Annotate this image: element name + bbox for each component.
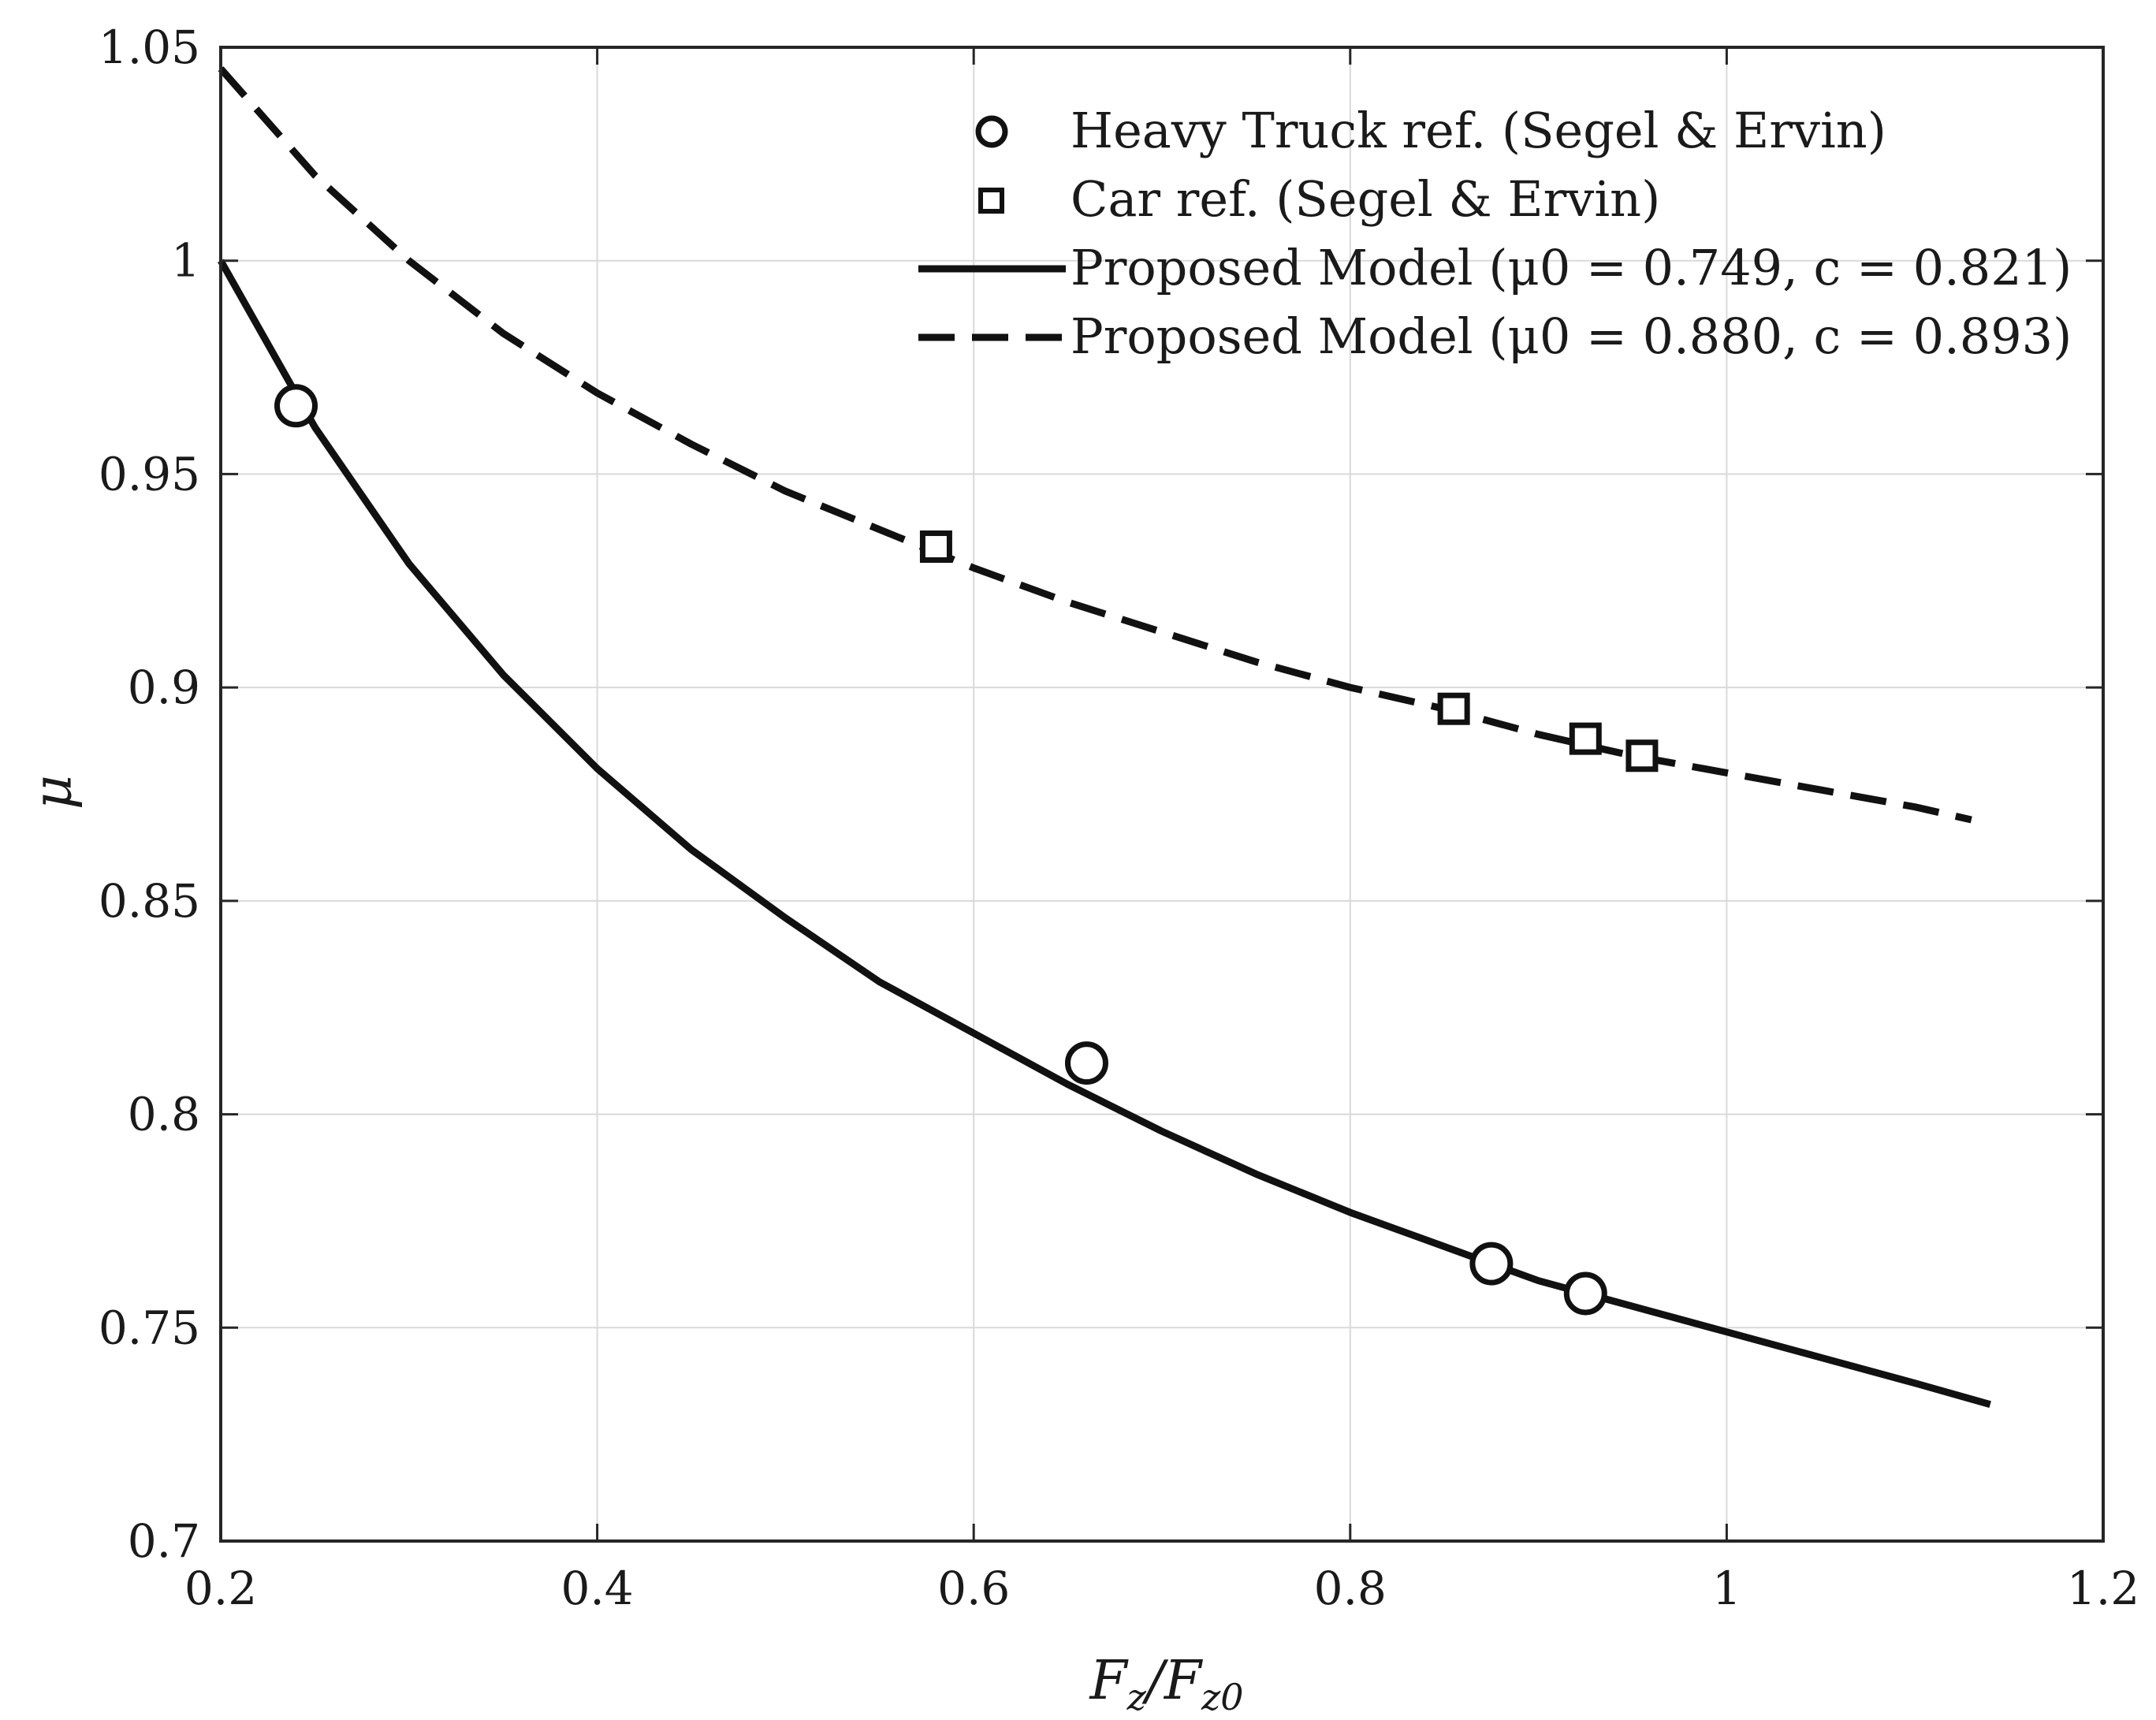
legend-item-heavy-truck: Heavy Truck ref. (Segel & Ervin) xyxy=(975,102,1886,159)
legend-item-model-solid: Proposed Model (μ0 = 0.749, c = 0.821) xyxy=(918,239,2072,296)
truck-data-point xyxy=(274,384,318,428)
y-tick-label: 0.95 xyxy=(99,447,200,501)
model-curve-dashed xyxy=(218,66,1972,824)
y-axis-label: μ xyxy=(22,775,84,810)
model-curve-solid xyxy=(218,259,1991,1409)
y-tick-label: 0.9 xyxy=(128,661,200,714)
legend: Heavy Truck ref. (Segel & Ervin) Car ref… xyxy=(918,102,2072,365)
truck-data-point xyxy=(1064,1041,1108,1085)
x-axis-label: Fz/Fz0 xyxy=(1088,1650,1243,1718)
x-tick-label: 0.8 xyxy=(1314,1562,1387,1615)
y-tick-label: 0.85 xyxy=(99,874,200,928)
truck-data-point xyxy=(1563,1271,1607,1316)
y-tick-label: 1 xyxy=(171,234,200,288)
plot-area xyxy=(218,66,1991,1409)
legend-item-model-dashed: Proposed Model (μ0 = 0.880, c = 0.893) xyxy=(918,307,2072,365)
plot-frame xyxy=(219,46,2105,1543)
legend-label: Proposed Model (μ0 = 0.749, c = 0.821) xyxy=(1071,239,2072,296)
x-tick-label: 1 xyxy=(1712,1562,1741,1615)
legend-label: Car ref. (Segel & Ervin) xyxy=(1071,170,1660,228)
legend-circle-marker xyxy=(975,115,1008,148)
x-tick-label: 0.6 xyxy=(937,1562,1010,1615)
car-data-point xyxy=(1569,722,1602,755)
car-data-point xyxy=(1437,692,1470,725)
y-tick-label: 0.8 xyxy=(128,1088,200,1141)
x-tick-label: 1.2 xyxy=(2067,1562,2139,1615)
car-data-point xyxy=(1625,739,1659,773)
legend-label: Heavy Truck ref. (Segel & Ervin) xyxy=(1071,102,1886,159)
y-tick-label: 1.05 xyxy=(99,20,200,74)
car-data-point xyxy=(919,530,952,563)
x-tick-label: 0.4 xyxy=(560,1562,633,1615)
legend-item-car: Car ref. (Segel & Ervin) xyxy=(978,170,1660,228)
truck-data-point xyxy=(1469,1242,1514,1286)
y-tick-label: 0.7 xyxy=(128,1514,200,1568)
x-tick-label: 0.2 xyxy=(184,1562,257,1615)
y-tick-label: 0.75 xyxy=(99,1301,200,1354)
legend-square-marker xyxy=(978,188,1004,214)
axis-ticks: 0.2 0.4 0.6 0.8 1 1.2 0.7 0.75 0.8 0.85 0.9 0.95 1 1.… xyxy=(99,20,2139,1615)
legend-label: Proposed Model (μ0 = 0.880, c = 0.893) xyxy=(1071,307,2072,365)
